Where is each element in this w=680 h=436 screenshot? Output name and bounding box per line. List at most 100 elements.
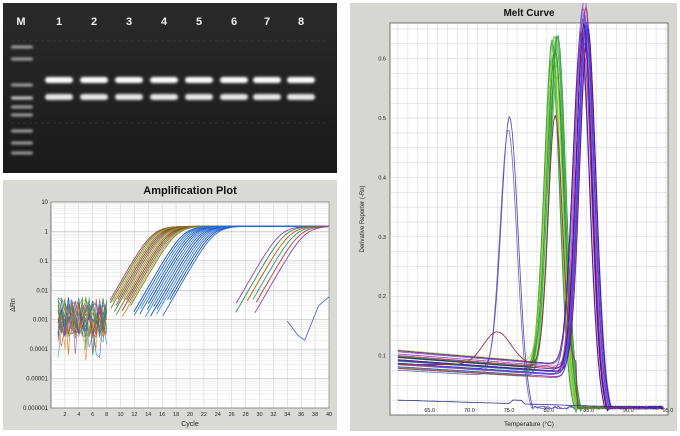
melt-x-label: Temperature (°C) <box>504 420 554 428</box>
lane-label-8: 8 <box>298 16 304 28</box>
amp-y-tick: 0.000001 <box>23 406 49 412</box>
melt-y-tick: 0.1 <box>378 354 386 360</box>
sample-band-lower <box>80 94 108 100</box>
ladder-band <box>11 113 33 117</box>
sample-band-lower <box>287 94 315 100</box>
amp-curve <box>255 226 328 303</box>
amp-x-tick: 24 <box>215 412 221 418</box>
lane-label-7: 7 <box>264 16 270 28</box>
amp-late-curve <box>286 296 330 341</box>
amp-title: Amplification Plot <box>143 185 237 197</box>
melt-y-tick: 0.2 <box>378 294 386 300</box>
melt-x-tick: 75.0 <box>504 408 515 414</box>
amp-x-tick: 36 <box>298 412 304 418</box>
amp-y-tick: 0.001 <box>33 318 49 324</box>
sample-band-upper <box>115 77 143 83</box>
sample-band-upper <box>220 77 248 83</box>
amp-x-tick: 34 <box>284 412 290 418</box>
amp-x-tick: 32 <box>270 412 276 418</box>
amp-baseline-noise <box>57 297 107 335</box>
melt-curve <box>397 25 664 410</box>
melt-x-tick: 65.0 <box>424 408 435 414</box>
sample-band-upper <box>253 77 281 83</box>
melt-y-tick: 0.6 <box>378 57 386 63</box>
melt-curve-panel: Melt Curve 65.0 70.0 75.0 80.0 85.0 90.0 95.0 0.… <box>350 0 677 431</box>
amp-x-tick: 4 <box>77 412 80 418</box>
amp-baseline-noise <box>57 301 107 347</box>
melt-y-label: Derivative Reporter (-Rn) <box>360 185 366 252</box>
amp-y-label: ΔRn <box>10 298 17 312</box>
amp-x-tick: 2 <box>63 412 66 418</box>
amp-x-tick: 12 <box>131 412 137 418</box>
lane-label-6: 6 <box>231 16 237 28</box>
amp-x-tick: 40 <box>326 412 332 418</box>
ladder-band <box>11 105 33 109</box>
amp-y-tick: 0.0001 <box>30 347 49 353</box>
amp-x-tick: 6 <box>91 412 94 418</box>
melt-y-tick: 0.4 <box>378 175 386 181</box>
amp-x-tick: 10 <box>117 412 123 418</box>
lane-label-3: 3 <box>126 16 132 28</box>
amp-x-tick: 38 <box>312 412 318 418</box>
amp-curve <box>254 226 328 314</box>
ladder-band <box>11 57 33 61</box>
lane-label-1: 1 <box>56 16 62 28</box>
sample-band-upper <box>185 77 213 83</box>
amp-curve <box>252 225 328 300</box>
ladder-band <box>11 129 33 133</box>
amp-x-tick: 22 <box>201 412 207 418</box>
sample-band-lower <box>220 94 248 100</box>
amp-y-tick: 0.01 <box>36 288 48 294</box>
amp-x-tick: 20 <box>187 412 193 418</box>
sample-band-lower <box>253 94 281 100</box>
sample-band-lower <box>185 94 213 100</box>
amp-x-tick: 26 <box>229 412 235 418</box>
melt-x-tick: 80.0 <box>543 408 554 414</box>
lane-label-2: 2 <box>91 16 97 28</box>
melt-x-tick: 85.0 <box>583 408 594 414</box>
melt-baseline-curve <box>397 399 665 409</box>
ladder-band <box>11 45 33 49</box>
ladder-band <box>11 83 33 87</box>
sample-band-lower <box>150 94 178 100</box>
lane-label-4: 4 <box>161 16 168 28</box>
amp-x-tick: 14 <box>145 412 151 418</box>
amplification-plot-panel: Amplification Plot 2 4 6 8 10 12 14 16 18 20 22 24 26… <box>3 180 337 430</box>
amp-y-tick: 0.00001 <box>26 377 48 383</box>
sample-band-lower <box>45 94 73 100</box>
gel-electrophoresis-panel: M 1 2 3 4 5 6 7 8 <box>3 3 337 173</box>
amp-x-tick: 8 <box>105 412 108 418</box>
amp-x-tick: 18 <box>173 412 179 418</box>
sample-band-upper <box>287 77 315 83</box>
amp-baseline-noise <box>57 297 107 356</box>
sample-band-upper <box>80 77 108 83</box>
melt-curve <box>397 42 664 412</box>
melt-y-tick: 0.3 <box>378 235 386 241</box>
melt-curve-plot: Melt Curve 65.0 70.0 75.0 80.0 85.0 90.0 95.0 0.… <box>360 0 674 428</box>
sample-band-upper <box>150 77 178 83</box>
amp-y-tick: 10 <box>41 200 48 206</box>
ladder-band <box>11 96 33 100</box>
amp-x-tick: 16 <box>159 412 165 418</box>
ladder-band <box>11 151 33 155</box>
melt-x-tick: 70.0 <box>464 408 475 414</box>
melt-curve-secondary <box>397 114 664 409</box>
lane-label-5: 5 <box>196 16 202 28</box>
ladder-band <box>11 141 33 145</box>
amp-x-tick: 28 <box>243 412 249 418</box>
melt-title: Melt Curve <box>503 8 555 19</box>
melt-x-tick: 90.0 <box>623 408 634 414</box>
amp-y-tick: 1 <box>45 229 49 235</box>
sample-band-lower <box>115 94 143 100</box>
amp-baseline-noise <box>57 297 107 344</box>
amp-x-tick: 30 <box>256 412 262 418</box>
sample-band-upper <box>45 77 73 83</box>
melt-x-tick: 95.0 <box>663 408 674 414</box>
melt-y-tick: 0.5 <box>378 116 386 122</box>
amp-curve <box>162 225 328 316</box>
gel-background <box>3 3 337 173</box>
gel-image: M 1 2 3 4 5 6 7 8 <box>3 3 337 173</box>
lane-label-M: M <box>16 16 25 28</box>
amp-y-tick: 0.1 <box>40 259 49 265</box>
